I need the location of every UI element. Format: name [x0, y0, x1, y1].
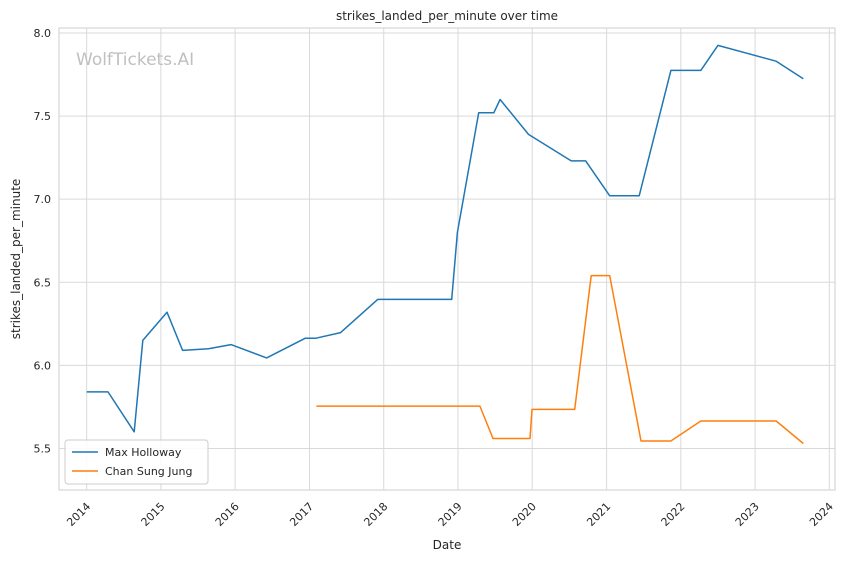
- legend-label-max-holloway: Max Holloway: [105, 446, 182, 459]
- y-tick-label: 7.0: [34, 193, 52, 206]
- x-tick-label: 2024: [807, 500, 836, 529]
- watermark: WolfTickets.AI: [76, 50, 194, 70]
- legend-box: [64, 439, 209, 485]
- series-line-chan-sung-jung: [316, 274, 804, 445]
- series-lines: [86, 44, 804, 445]
- x-axis-label: Date: [433, 538, 462, 552]
- chart-title: strikes_landed_per_minute over time: [336, 9, 558, 23]
- y-tick-label: 6.5: [34, 276, 52, 289]
- x-tick-label: 2023: [733, 500, 762, 529]
- x-tick-label: 2019: [436, 500, 465, 529]
- y-tick-label: 7.5: [34, 110, 52, 123]
- x-tick-label: 2017: [287, 500, 316, 529]
- y-tick-labels: 5.5 6.0 6.5 7.0 7.5 8.0: [34, 27, 52, 455]
- y-tick-label: 6.0: [34, 359, 52, 372]
- legend-label-chan-sung-jung: Chan Sung Jung: [105, 465, 192, 478]
- x-tick-labels: 2014 2015 2016 2017 2018 2019 2020 2021 2022 2023…: [64, 500, 836, 529]
- plot-background: [58, 27, 836, 491]
- x-tick-label: 2018: [361, 500, 390, 529]
- x-tick-label: 2022: [659, 500, 688, 529]
- x-tick-label: 2014: [64, 500, 93, 529]
- series-line-max-holloway: [86, 44, 804, 433]
- x-tick-label: 2016: [213, 500, 242, 529]
- legend: Max Holloway Chan Sung Jung: [64, 439, 209, 485]
- x-tick-label: 2015: [139, 500, 168, 529]
- x-tick-label: 2020: [510, 500, 539, 529]
- y-tick-label: 5.5: [34, 442, 52, 455]
- x-tick-label: 2021: [584, 500, 613, 529]
- y-tick-label: 8.0: [34, 27, 52, 40]
- y-axis-label: strikes_landed_per_minute: [9, 179, 23, 340]
